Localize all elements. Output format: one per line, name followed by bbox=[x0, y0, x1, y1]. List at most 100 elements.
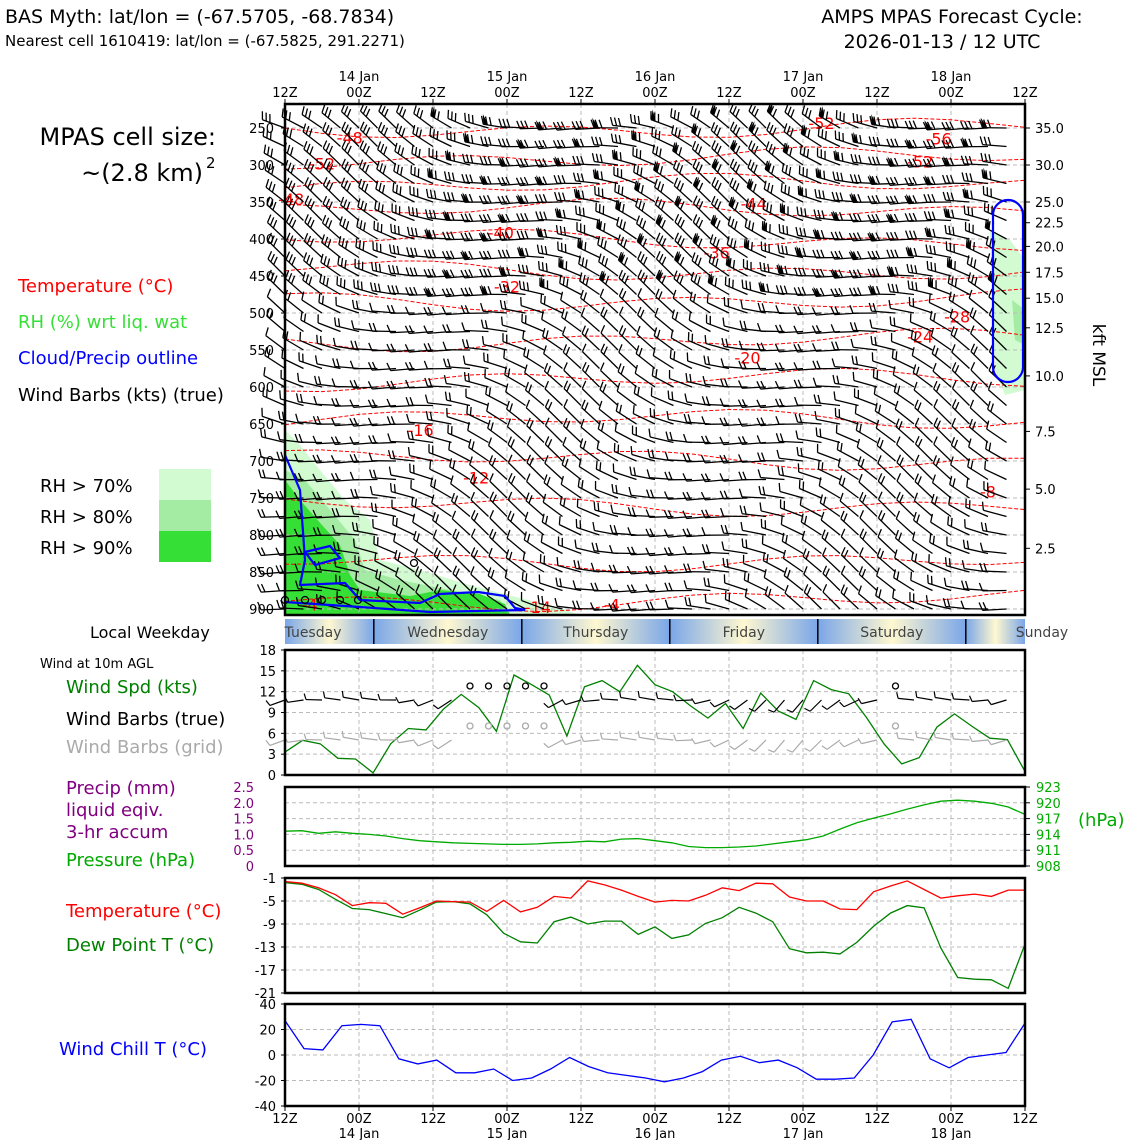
barb-feather bbox=[618, 152, 623, 161]
barb-staff bbox=[411, 489, 433, 498]
barb-feather bbox=[632, 467, 636, 475]
barb-feather bbox=[721, 525, 725, 533]
top-hour-label: 12Z bbox=[864, 86, 890, 101]
barb-feather bbox=[628, 467, 632, 475]
barb-feather bbox=[433, 230, 436, 238]
top-date-label: 16 Jan bbox=[635, 70, 676, 85]
barb-feather bbox=[821, 584, 829, 592]
barb-feather bbox=[336, 359, 340, 367]
wind-barb bbox=[832, 391, 860, 405]
barb-feather bbox=[391, 163, 398, 171]
barb-staff bbox=[581, 427, 599, 442]
barb-feather bbox=[392, 245, 397, 253]
barb-feather bbox=[740, 538, 745, 547]
barb-feather bbox=[505, 419, 513, 427]
barb-feather bbox=[278, 370, 284, 379]
barb-feather bbox=[762, 263, 767, 271]
barb-feather bbox=[558, 192, 562, 200]
barb-feather bbox=[396, 266, 400, 274]
barb-feather bbox=[965, 581, 969, 589]
wind-barb bbox=[777, 483, 805, 498]
barb-feather bbox=[503, 119, 506, 127]
barb-feather bbox=[484, 157, 487, 165]
weekday-name: Tuesday bbox=[284, 625, 342, 641]
wind-barb bbox=[821, 584, 846, 609]
barb-feather bbox=[407, 464, 412, 473]
barb-staff bbox=[762, 544, 784, 554]
wind-barb bbox=[614, 217, 641, 239]
barb-feather bbox=[779, 516, 785, 525]
barb-feather bbox=[628, 487, 632, 495]
barb-feather bbox=[537, 574, 542, 583]
barb-feather bbox=[840, 212, 843, 220]
barb-feather bbox=[851, 355, 855, 363]
wind-barb bbox=[702, 396, 729, 405]
wind-barb bbox=[892, 384, 919, 406]
wind-barb bbox=[906, 245, 934, 257]
wind-barb bbox=[284, 214, 309, 239]
barb-feather bbox=[276, 583, 279, 591]
barb-feather bbox=[739, 300, 743, 308]
barb-staff bbox=[799, 472, 822, 480]
barb-feather bbox=[500, 333, 506, 342]
wind-barb bbox=[636, 251, 661, 276]
barb-feather bbox=[315, 335, 320, 344]
barb-feather bbox=[850, 154, 854, 162]
barb-feather bbox=[744, 281, 749, 290]
barb-feather bbox=[451, 547, 459, 555]
wind-barb bbox=[909, 552, 936, 572]
barb-staff bbox=[896, 519, 914, 535]
barb-feather bbox=[410, 248, 414, 256]
barb-feather bbox=[598, 289, 606, 297]
barb-feather bbox=[836, 376, 840, 384]
wind-barb bbox=[943, 225, 971, 239]
barb-feather bbox=[610, 134, 614, 142]
barb-feather bbox=[595, 543, 599, 551]
barb-staff bbox=[897, 481, 914, 498]
wind-barb bbox=[684, 564, 711, 572]
barb-feather bbox=[969, 139, 972, 147]
barb-feather bbox=[854, 154, 858, 162]
barb-feather bbox=[651, 490, 654, 498]
temp-panel-ytick-label: -1 bbox=[263, 872, 276, 887]
barb-feather bbox=[984, 137, 988, 145]
barb-feather bbox=[795, 227, 799, 235]
wind-barb bbox=[536, 226, 564, 239]
barb-feather bbox=[469, 566, 477, 574]
barb-feather bbox=[944, 537, 950, 546]
barb-feather bbox=[817, 210, 821, 218]
barb-feather bbox=[502, 139, 505, 147]
wind-barb bbox=[671, 160, 697, 183]
precip-label-2: liquid eqiv. bbox=[66, 800, 163, 821]
barb-staff bbox=[745, 597, 766, 609]
barb-staff bbox=[596, 490, 618, 498]
barb-feather bbox=[688, 292, 695, 300]
barb-feather bbox=[391, 305, 394, 313]
barb-feather bbox=[425, 189, 430, 197]
barb-feather bbox=[667, 370, 673, 379]
barb-feather bbox=[520, 330, 526, 338]
wind-barb bbox=[856, 456, 882, 479]
wind-barb bbox=[852, 388, 880, 405]
legend-temperature: Temperature (°C) bbox=[17, 276, 173, 297]
wind-barb bbox=[653, 197, 679, 221]
barb-feather bbox=[671, 290, 678, 298]
barb-feather bbox=[932, 194, 935, 202]
barb-feather bbox=[484, 320, 488, 328]
barb-staff bbox=[947, 545, 970, 553]
barb-feather bbox=[647, 449, 651, 457]
barb-feather bbox=[931, 363, 939, 371]
barb-staff bbox=[582, 389, 599, 406]
kft-tick-label: 25.0 bbox=[1035, 196, 1064, 211]
wind-barb bbox=[686, 332, 714, 350]
barb-feather bbox=[415, 208, 420, 216]
barb-feather bbox=[836, 172, 840, 180]
barb-staff bbox=[929, 563, 951, 572]
barb-feather bbox=[499, 317, 504, 326]
barb-feather bbox=[462, 322, 465, 330]
barb-staff bbox=[409, 387, 433, 388]
barb-feather bbox=[614, 217, 621, 225]
wind-barb bbox=[722, 574, 750, 590]
weekday-name: Thursday bbox=[562, 625, 628, 641]
surface-panels: 036912151800.51.01.52.02.590891191491792… bbox=[233, 644, 1061, 1140]
